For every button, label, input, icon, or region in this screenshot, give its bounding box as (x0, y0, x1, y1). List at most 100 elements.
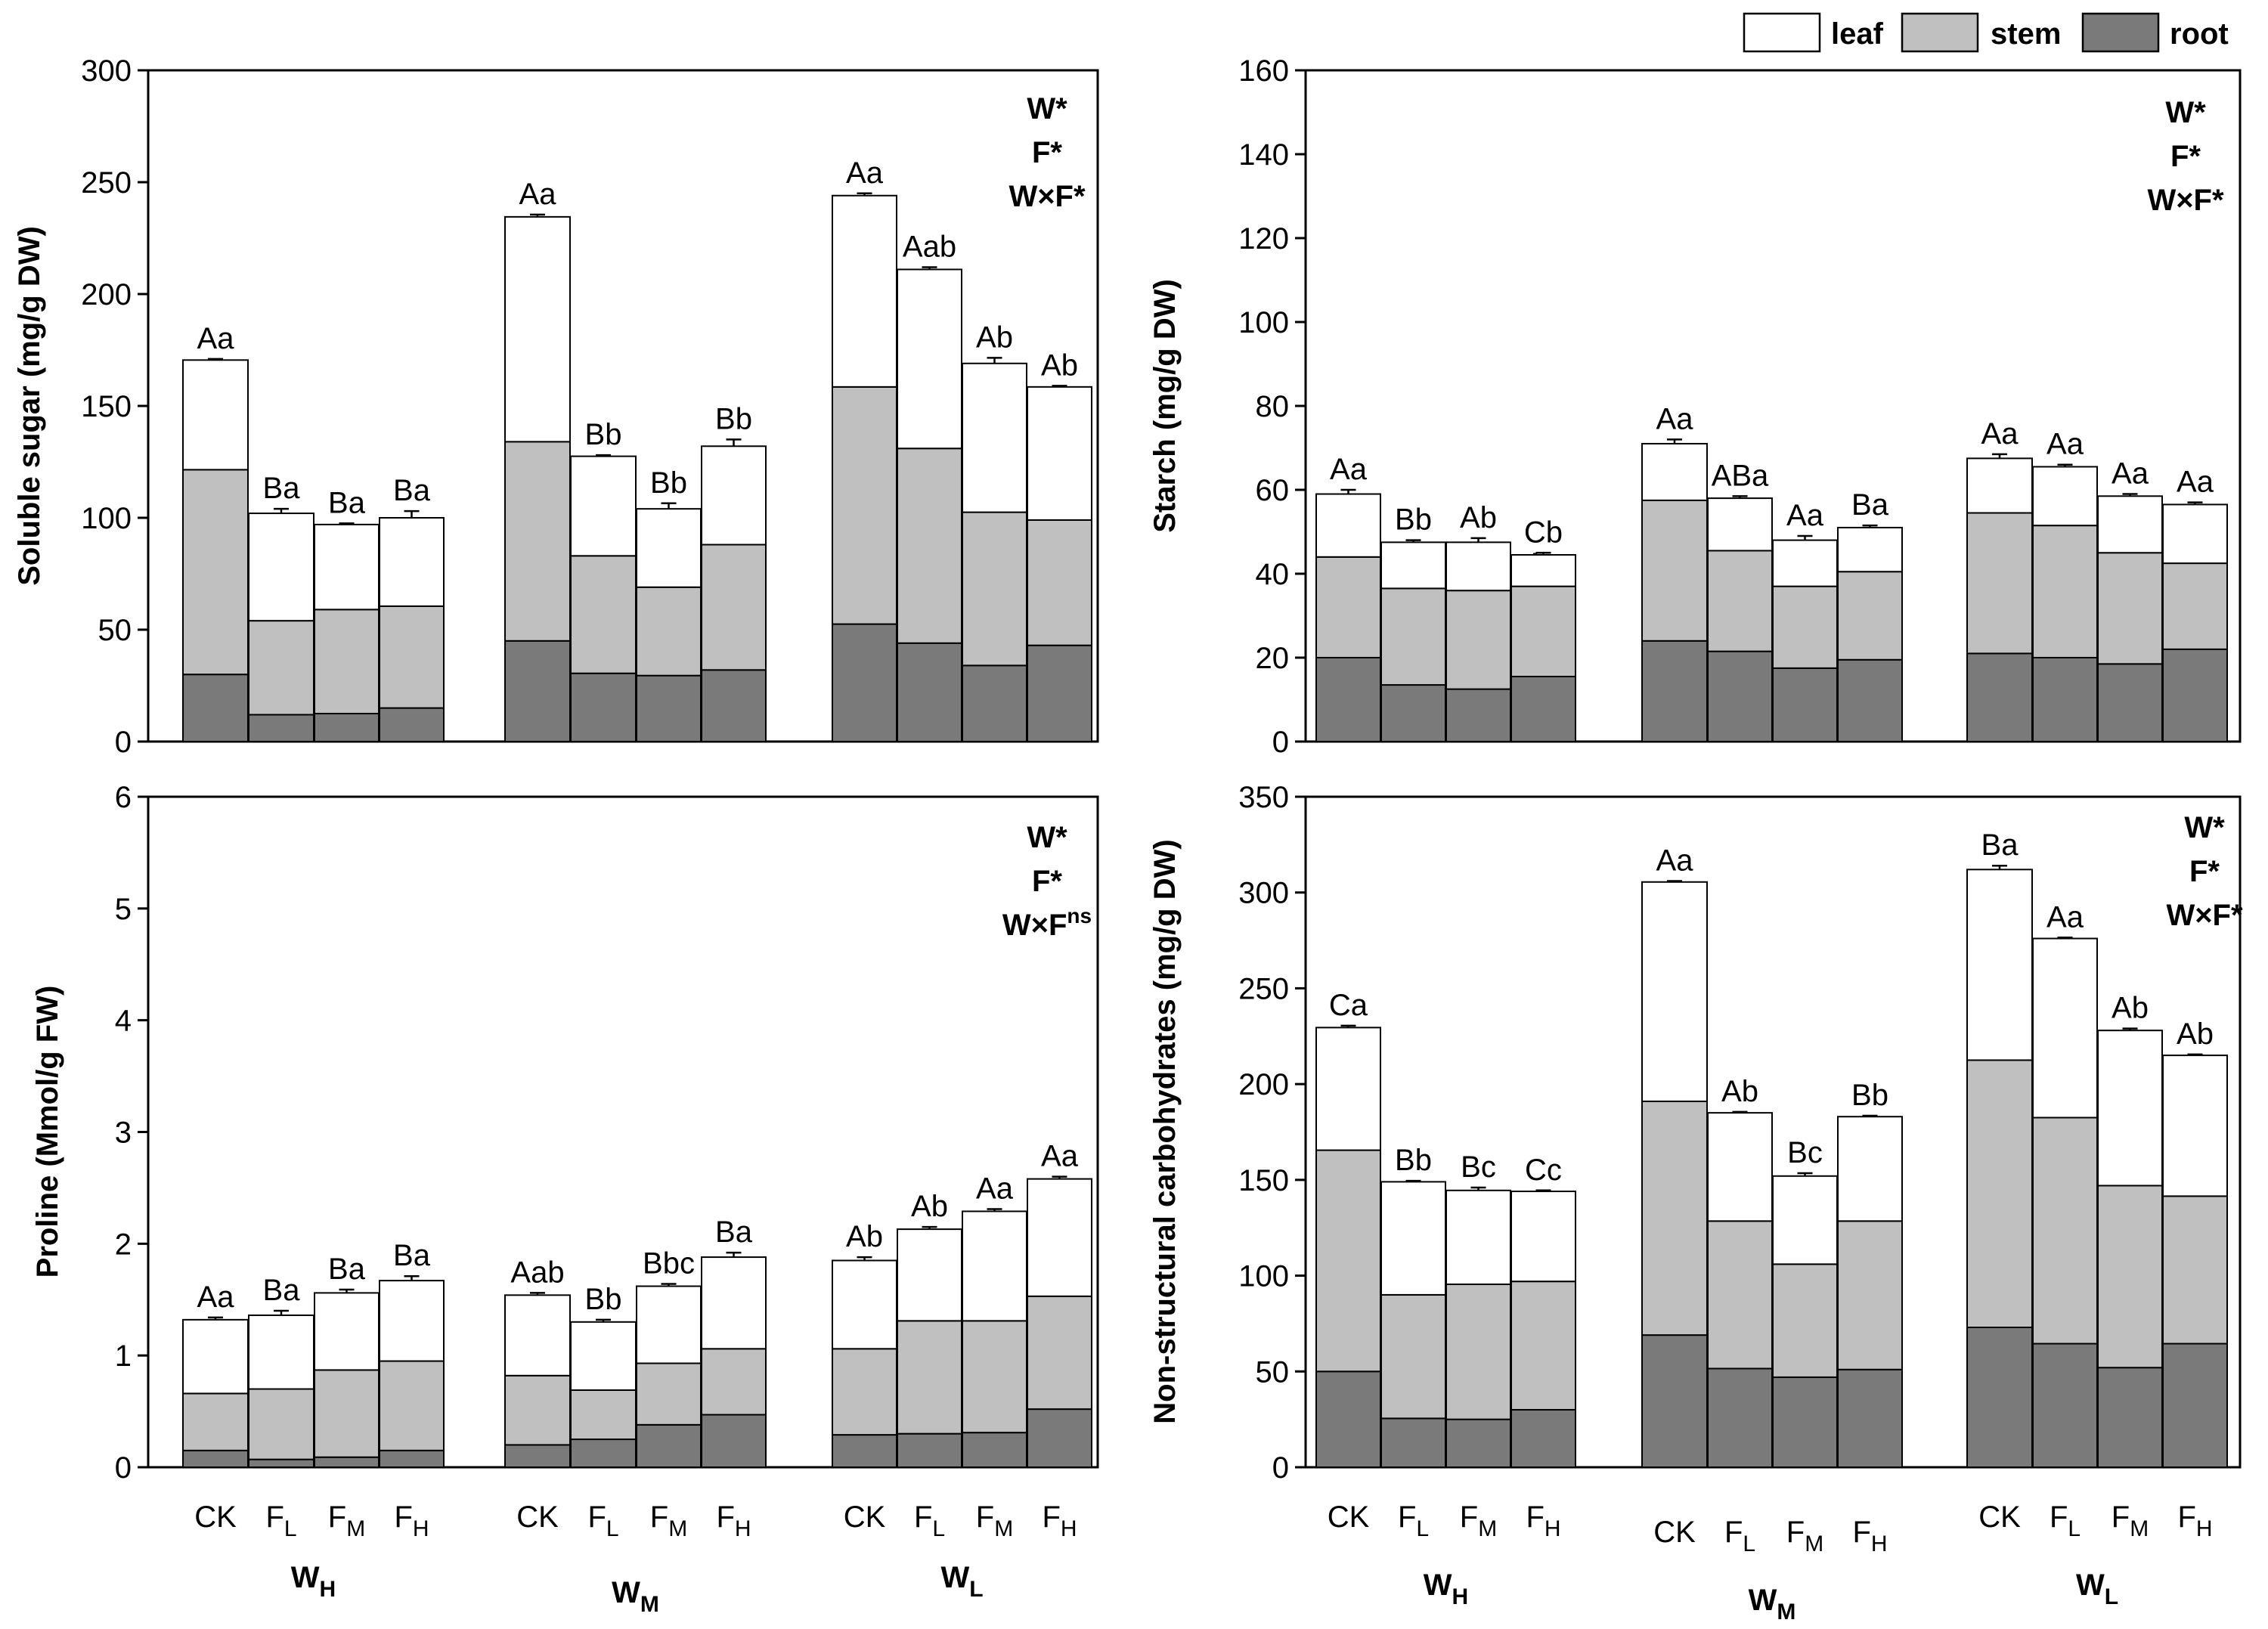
stacked-bar: AaBcAa (182, 1281, 249, 1468)
bar-segment-root (1315, 657, 1381, 742)
bar-segment-root (1445, 688, 1511, 742)
bar-segment-leaf (832, 194, 897, 388)
bar-segment-root (897, 642, 962, 743)
stacked-bar: AaAdAa (2162, 466, 2228, 743)
group-label: WM (612, 1576, 659, 1617)
chart-panel-1: 0 50 100 150 200 250 300 Soluble sugar (mg/g DW… (13, 54, 1099, 759)
data-label-leaf: Aa (2046, 428, 2084, 461)
y-tick-label: 150 (81, 390, 132, 423)
bar-segment-leaf (2097, 1030, 2163, 1187)
stacked-bar: AaCaBbc (636, 1247, 702, 1469)
data-label-leaf: Ab (2177, 1017, 2214, 1051)
group-label: WL (940, 1561, 983, 1602)
bar-segment-leaf (570, 1321, 637, 1391)
y-tick-label: 4 (115, 1005, 132, 1038)
bar-segment-stem (504, 441, 571, 642)
x-tick-label: FM (976, 1500, 1013, 1541)
data-label-leaf: Bb (585, 1283, 622, 1316)
bar-segment-stem (1380, 1293, 1446, 1420)
bar-segment-stem (1380, 587, 1446, 686)
data-label-leaf: Aa (2177, 466, 2214, 499)
y-tick-label: 100 (1238, 306, 1289, 339)
x-tick-label: CK (844, 1500, 886, 1534)
bar-segment-root (504, 1444, 571, 1469)
data-label-leaf: Bb (585, 418, 622, 451)
y-tick-label: 120 (1238, 222, 1289, 255)
bar-segment-root (636, 1423, 702, 1469)
bar-segment-root (1380, 1417, 1446, 1469)
x-tick-label: FL (1398, 1500, 1429, 1541)
bar-segment-root (1641, 640, 1708, 742)
stacked-bar: BbBaBb (570, 418, 637, 742)
bar-segment-leaf (636, 508, 702, 588)
stacked-bar: CaCcBb (1380, 1144, 1446, 1469)
bar-segment-root (314, 1456, 380, 1468)
bar-segment-leaf (897, 268, 962, 450)
y-tick-label: 100 (81, 502, 132, 535)
data-label-leaf: Ab (1460, 501, 1497, 534)
bar-segment-stem (832, 386, 897, 625)
data-label-leaf: Ba (1981, 828, 2019, 862)
bar-segment-root (1027, 1408, 1092, 1469)
bar-segment-stem (1772, 585, 1838, 669)
bar-segment-root (504, 640, 571, 742)
bar-segment-root (2097, 1367, 2163, 1469)
bar-segment-stem (379, 1360, 445, 1451)
bar-segment-stem (248, 620, 314, 716)
bar-segment-leaf (504, 215, 571, 443)
bar-segment-leaf (1510, 554, 1576, 587)
y-tick-label: 100 (1238, 1260, 1289, 1293)
stacked-bar: AaABaAab (504, 1256, 571, 1469)
data-label-leaf: Cc (1525, 1154, 1562, 1187)
bar-segment-leaf (1966, 457, 2033, 514)
data-label-leaf: Bc (1461, 1151, 1496, 1184)
bar-segment-stem (897, 448, 962, 644)
bar-segment-leaf (1380, 541, 1446, 590)
bar-segment-root (248, 714, 314, 742)
stacked-bar: AbAdAb (2162, 1017, 2228, 1468)
bar-segment-root (2032, 1343, 2098, 1468)
bar-segment-root (1445, 1418, 1511, 1468)
data-label-leaf: Ca (1329, 989, 1368, 1022)
data-label-leaf: Aa (1041, 1140, 1079, 1173)
bar-segment-root (570, 1439, 637, 1468)
bar-segment-root (1380, 684, 1446, 743)
bar-segment-root (1837, 658, 1903, 743)
bar-segment-root (1027, 644, 1092, 742)
bar-segment-stem (1027, 519, 1092, 646)
bar-segment-root (1966, 1326, 2033, 1469)
bar-segment-stem (1641, 1100, 1708, 1336)
bar-segment-stem (1445, 590, 1511, 690)
y-tick-label: 60 (1256, 474, 1290, 507)
y-tick-label: 3 (115, 1116, 132, 1150)
x-tick-label: CK (1328, 1500, 1370, 1534)
x-tick-label: FH (394, 1500, 429, 1541)
bar-segment-stem (962, 1320, 1027, 1434)
bar-segment-leaf (962, 1210, 1027, 1322)
data-label-leaf: Aa (1786, 499, 1824, 532)
y-tick-label: 200 (81, 278, 132, 311)
bar-segment-leaf (504, 1294, 571, 1377)
significance-label: F* (2170, 140, 2201, 173)
data-label-leaf: Ba (328, 1253, 366, 1286)
data-label-leaf: Aab (903, 230, 956, 263)
x-tick-label: FM (2112, 1500, 2149, 1541)
significance-label: W* (1027, 821, 1067, 854)
y-axis-label: Starch (mg/g DW) (1148, 279, 1182, 533)
bar-segment-leaf (1641, 442, 1708, 501)
bar-segment-root (701, 1414, 767, 1468)
bar-segment-leaf (379, 1280, 445, 1362)
bar-segment-root (2162, 1343, 2228, 1468)
chart-panel-4: 0 50 100 150 200 250 300 350 Non-structural carb… (1148, 781, 2243, 1624)
data-label-leaf: Aa (1330, 453, 1368, 486)
group-label: WL (2076, 1569, 2118, 1609)
significance-label: W×F* (2166, 899, 2243, 932)
